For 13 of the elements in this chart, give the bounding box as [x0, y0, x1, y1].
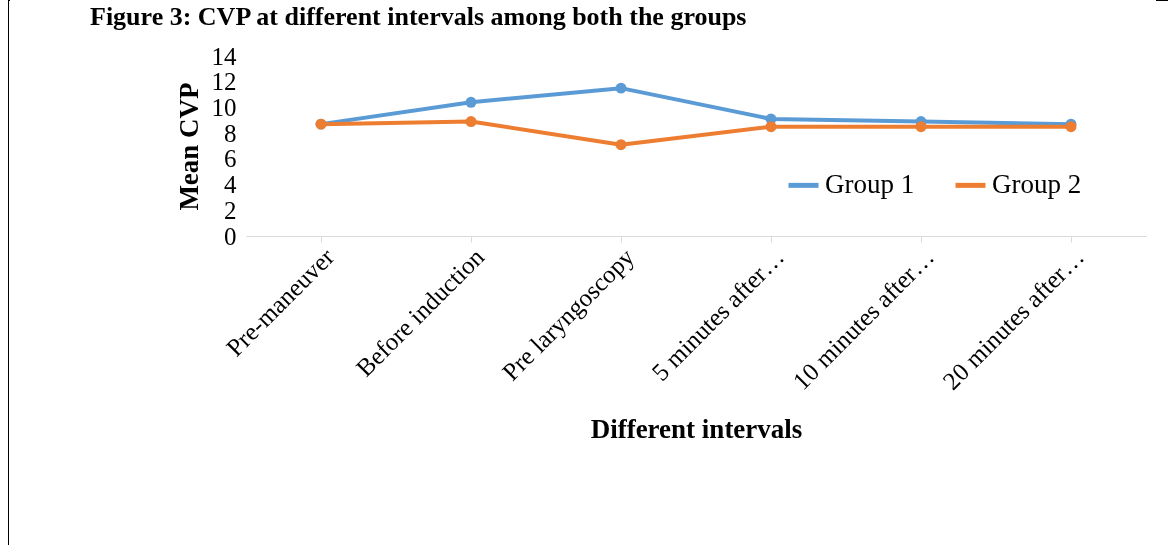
chart-title: Figure 3: CVP at different intervals among both the groups [90, 2, 747, 31]
y-tick-label: 12 [211, 68, 237, 96]
x-axis-title: Different intervals [590, 413, 803, 444]
legend-label: Group 1 [825, 169, 915, 200]
y-tick-label: 6 [224, 145, 237, 173]
y-tick-label: 4 [224, 171, 237, 199]
y-tick-label: 2 [224, 196, 237, 224]
y-tick-label: 8 [224, 119, 237, 147]
y-tick-label: 10 [211, 93, 237, 121]
y-tick-label: 0 [224, 222, 237, 250]
y-axis-title: Mean CVP [173, 82, 204, 211]
y-tick-label: 14 [211, 42, 237, 70]
legend-label: Group 2 [992, 169, 1082, 200]
